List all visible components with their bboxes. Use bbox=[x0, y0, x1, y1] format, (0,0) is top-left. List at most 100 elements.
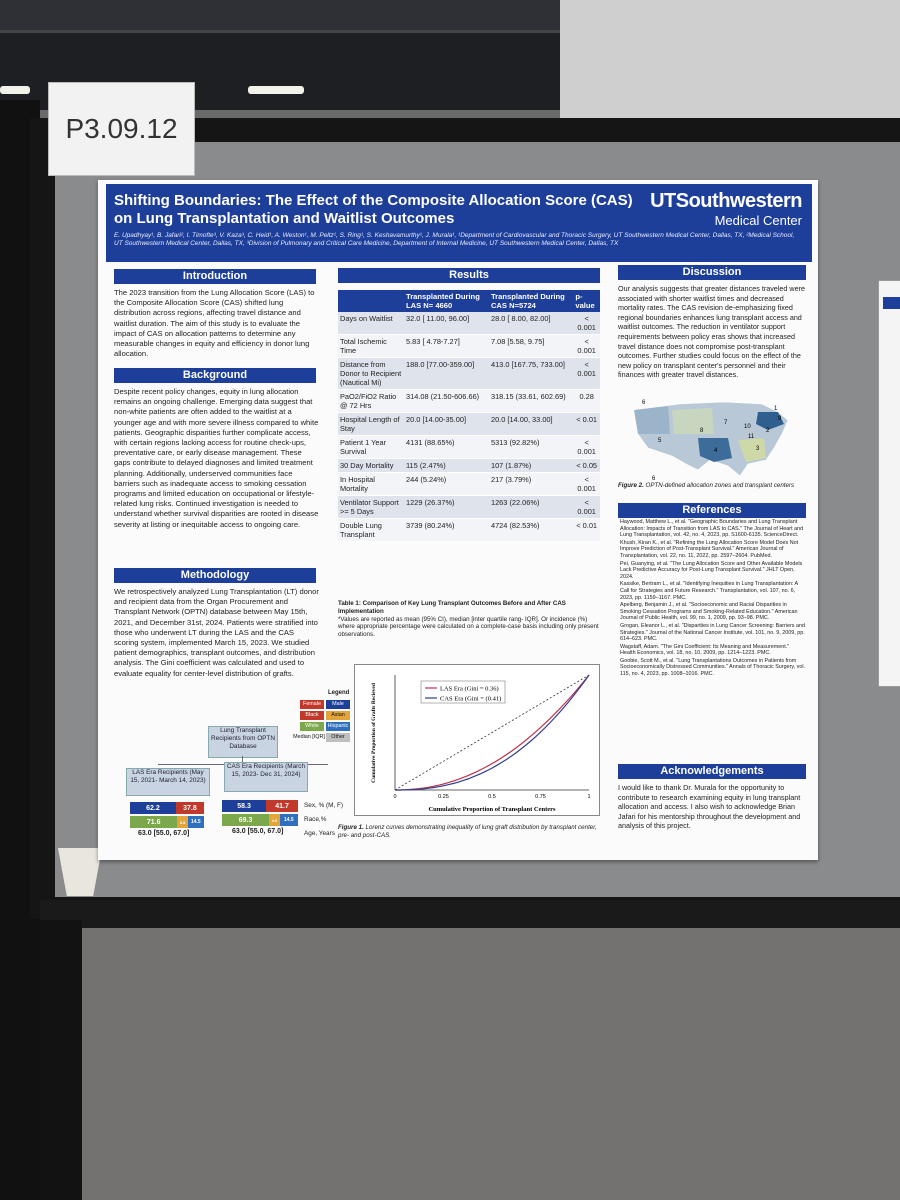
figure2-caption: Figure 2. OPTN-defined allocation zones … bbox=[618, 482, 806, 490]
legend-female: Female bbox=[300, 700, 324, 709]
las-sex-female: 37.8 bbox=[175, 802, 204, 814]
results-metric: Days on Waitlist bbox=[338, 312, 404, 335]
results-metric: PaO2/FiO2 Ratio @ 72 Hrs bbox=[338, 389, 404, 413]
results-cas-value: 20.0 [14.00, 33.00] bbox=[488, 412, 574, 436]
reference-item: Kassike, Bertram L., et al. "Identifying… bbox=[620, 581, 798, 601]
map-label-3: 3 bbox=[756, 446, 760, 452]
reference-item: Wagstaff, Adam. "The Gini Coefficient: I… bbox=[620, 643, 790, 657]
map-label-4: 4 bbox=[714, 448, 718, 454]
results-pvalue: < 0.01 bbox=[573, 518, 600, 542]
flow-box-cas: CAS Era Recipients (March 15, 2023- Dec … bbox=[224, 762, 308, 792]
lorenz-equality-line bbox=[394, 674, 590, 791]
results-cas-value: 217 (3.79%) bbox=[488, 472, 574, 496]
acknowledgements-heading: Acknowledgements bbox=[618, 764, 806, 779]
ceiling-beam bbox=[0, 0, 580, 33]
zone-southeast bbox=[738, 438, 766, 462]
lorenz-curve-chart: 0 0.25 0.5 0.75 1 LAS Era (Gini = 0.36) CAS … bbox=[371, 674, 591, 813]
legend-white: White bbox=[300, 722, 324, 731]
results-cas-value: 4724 (82.53%) bbox=[488, 518, 574, 542]
results-table-row: 30 Day Mortality 115 (2.47%) 107 (1.87%) < … bbox=[338, 458, 600, 473]
results-table-row: Double Lung Transplant 3739 (80.24%) 4724 … bbox=[338, 518, 600, 542]
logo-line2: Medical Center bbox=[714, 213, 802, 228]
results-pvalue: < 0.001 bbox=[573, 435, 600, 459]
flow-box-optn: Lung Transplant Recipients from OPTN Dat… bbox=[208, 726, 278, 758]
lorenz-x-tick: 0.75 bbox=[535, 794, 546, 800]
row-label-sex: Sex, % (M, F) bbox=[304, 802, 344, 809]
ceiling-light bbox=[248, 86, 304, 94]
map-label-6b: 6 bbox=[652, 476, 656, 482]
map-label-8: 8 bbox=[700, 428, 704, 434]
las-sex-bar: 62.2 37.8 bbox=[130, 802, 204, 814]
results-cas-value: 318.15 (33.61, 602.69) bbox=[488, 389, 574, 413]
las-race-white: 71.6 bbox=[130, 816, 178, 828]
results-pvalue: < 0.001 bbox=[573, 312, 600, 335]
results-table-row: Ventilator Support >= 5 Days 1229 (26.37%… bbox=[338, 495, 600, 519]
background-text: Despite recent policy changes, equity in… bbox=[114, 387, 319, 529]
results-las-value: 314.08 (21.50-606.66) bbox=[404, 389, 489, 413]
floor bbox=[0, 905, 900, 1200]
introduction-heading: Introduction bbox=[114, 269, 316, 284]
map-label-6a: 6 bbox=[642, 400, 646, 406]
reference-item: Goobie, Scott M., et al. "Lung Transplan… bbox=[620, 657, 806, 678]
results-cas-value: 1263 (22.06%) bbox=[488, 495, 574, 519]
results-pvalue: 0.28 bbox=[573, 389, 600, 413]
adjacent-poster bbox=[878, 280, 900, 687]
results-heading: Results bbox=[338, 268, 600, 283]
lorenz-ylabel: Cumulative Proportion of Grafts Recieved bbox=[371, 683, 377, 783]
methodology-heading: Methodology bbox=[114, 568, 316, 583]
results-table-row: Total Ischemic Time 5.83 [ 4.78-7.27] 7.08… bbox=[338, 334, 600, 358]
cas-age: 63.0 [55.0, 67.0] bbox=[232, 828, 284, 835]
legend-median: Median [IQR] bbox=[293, 734, 325, 740]
las-age: 63.0 [55.0, 67.0] bbox=[138, 830, 190, 837]
methodology-text: We retrospectively analyzed Lung Transpl… bbox=[114, 587, 319, 678]
cas-race-hispanic: 14.5 bbox=[279, 814, 298, 826]
lorenz-las-line bbox=[395, 674, 590, 791]
las-race-hispanic: 14.5 bbox=[187, 816, 204, 828]
ceiling-light bbox=[0, 86, 30, 94]
table-caption-note: *Values are reported as mean (95% CI), m… bbox=[338, 615, 599, 639]
results-las-value: 3739 (80.24%) bbox=[404, 518, 489, 542]
cas-sex-bar: 58.3 41.7 bbox=[222, 800, 298, 812]
figure2-caption-label: Figure 2. bbox=[618, 482, 644, 489]
figure2-caption-text: OPTN-defined allocation zones and transp… bbox=[645, 482, 795, 489]
references-list: Haywood, Matthew L., et al. "Geographic … bbox=[620, 519, 806, 679]
lorenz-x-tick: 1 bbox=[587, 794, 590, 800]
results-las-value: 20.0 [14.00-35.00] bbox=[404, 412, 489, 436]
zone-northeast bbox=[756, 412, 784, 430]
results-cas-value: 5313 (92.82%) bbox=[488, 435, 574, 459]
results-cas-value: 413.0 [167.75, 733.00] bbox=[488, 357, 574, 390]
poster-authors: E. Upadhyay¹, B. Jafari², I. Timofte³, V… bbox=[114, 232, 795, 247]
discussion-heading: Discussion bbox=[618, 265, 806, 280]
map-label-7: 7 bbox=[724, 420, 728, 426]
row-label-age: Age, Years bbox=[304, 830, 335, 837]
las-race-asian: 8.8 bbox=[177, 816, 188, 828]
results-las-value: 244 (5.24%) bbox=[404, 472, 489, 496]
reference-item: Pei, Guanying, et al. "The Lung Allocati… bbox=[620, 560, 803, 580]
results-table-row: Distance from Donor to Recipient (Nautic… bbox=[338, 357, 600, 390]
references-heading: References bbox=[618, 503, 806, 518]
map-label-2: 2 bbox=[766, 428, 770, 434]
results-metric: Hospital Length of Stay bbox=[338, 412, 404, 436]
results-metric: 30 Day Mortality bbox=[338, 458, 404, 473]
legend-asian: Asian bbox=[326, 711, 350, 720]
discussion-text: Our analysis suggests that greater dista… bbox=[618, 284, 805, 380]
lorenz-curve-figure: 0 0.25 0.5 0.75 1 LAS Era (Gini = 0.36) CAS … bbox=[354, 664, 600, 816]
results-col-blank bbox=[338, 290, 404, 312]
results-pvalue: < 0.001 bbox=[573, 472, 600, 496]
introduction-text: The 2023 transition from the Lung Alloca… bbox=[114, 288, 315, 359]
cas-sex-female: 41.7 bbox=[266, 800, 298, 812]
map-label-10: 10 bbox=[744, 424, 751, 430]
results-metric: In Hospital Mortality bbox=[338, 472, 404, 496]
results-cas-value: 28.0 [ 8.00, 82.00] bbox=[488, 312, 574, 335]
flow-connector bbox=[242, 756, 243, 764]
paper-cup bbox=[58, 848, 102, 896]
figure1-caption-text: Lorenz curves demonstrating inequality o… bbox=[338, 824, 597, 839]
cas-race-bar: 69.3 4.5 14.5 bbox=[222, 814, 298, 826]
las-race-bar: 71.6 8.8 14.5 bbox=[130, 816, 204, 828]
reference-item: Grogan, Eleanor L., et al. "Disparities … bbox=[620, 622, 805, 643]
legend-black: Black bbox=[300, 711, 324, 720]
lorenz-legend-cas: CAS Era (Gini = (0.41) bbox=[440, 696, 501, 703]
zone-north-central bbox=[672, 408, 714, 434]
results-col-pvalue: p-value bbox=[573, 290, 600, 312]
allocation-zone-map: 6 1 2 3 4 5 6 7 8 9 10 11 bbox=[633, 400, 789, 482]
